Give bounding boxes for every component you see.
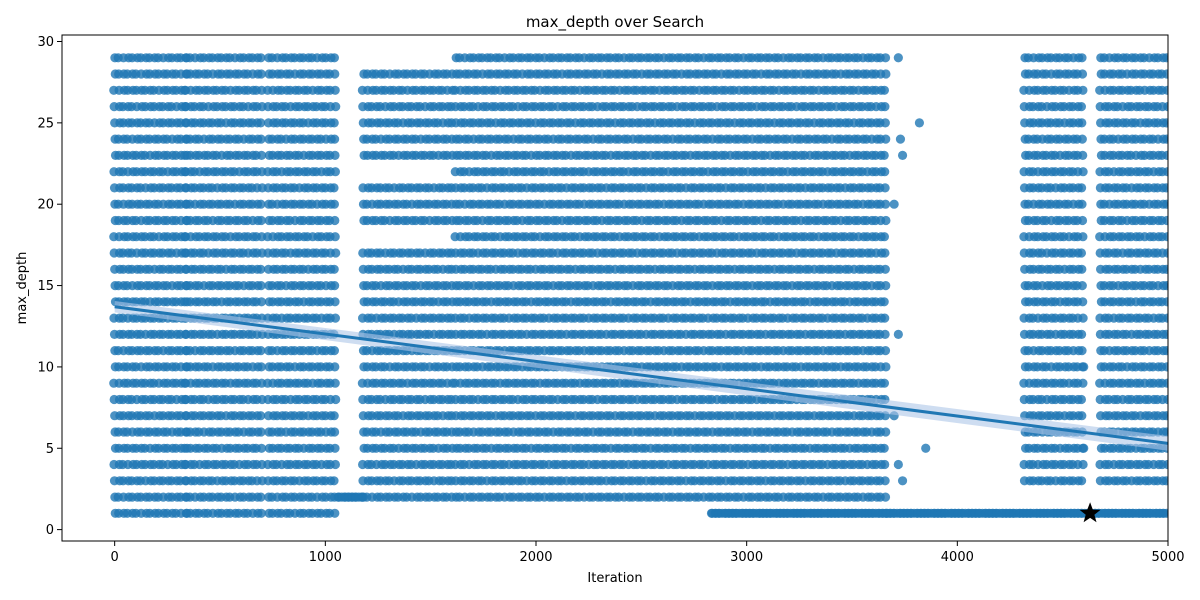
data-point (330, 313, 340, 323)
data-point (880, 183, 890, 193)
data-point (331, 248, 341, 258)
data-point (330, 281, 340, 291)
data-point (256, 492, 266, 502)
data-point (880, 492, 891, 502)
data-point (880, 248, 890, 258)
data-point (256, 134, 266, 144)
data-point (256, 281, 266, 291)
data-point (329, 199, 339, 209)
data-point (329, 346, 339, 356)
data-point (330, 378, 340, 388)
data-point (330, 362, 340, 372)
data-point (256, 150, 267, 160)
data-point (256, 118, 266, 128)
data-point (880, 118, 890, 128)
data-point (329, 264, 339, 274)
data-point (256, 362, 266, 372)
data-point (330, 150, 340, 160)
data-point (330, 427, 340, 437)
data-point (256, 264, 266, 274)
data-point (330, 69, 340, 79)
data-point (881, 134, 891, 144)
data-point (330, 167, 340, 177)
data-point (881, 215, 891, 226)
data-point (329, 411, 339, 421)
data-point (256, 443, 267, 453)
points-layer (109, 53, 1168, 518)
data-point (256, 199, 266, 209)
data-point (329, 53, 339, 63)
data-point (879, 297, 889, 307)
data-point (880, 476, 890, 486)
data-point (256, 297, 267, 307)
data-point (881, 69, 891, 79)
data-point (330, 215, 340, 226)
data-point (879, 378, 890, 388)
data-point (256, 69, 266, 79)
data-point (881, 281, 891, 291)
data-point (256, 346, 266, 356)
data-point (880, 459, 890, 470)
data-point (329, 183, 339, 193)
data-point (330, 85, 340, 95)
data-point (329, 118, 339, 128)
data-point (256, 215, 266, 226)
data-point (330, 459, 340, 470)
data-point (879, 150, 889, 160)
data-point (880, 329, 890, 339)
data-point (880, 167, 890, 177)
data-point (330, 134, 340, 144)
data-point (880, 53, 891, 63)
data-point (880, 102, 890, 112)
data-point (879, 85, 890, 95)
data-point (880, 313, 890, 323)
data-point (881, 362, 891, 372)
data-point (330, 508, 340, 518)
data-point (880, 199, 891, 209)
chart-title: max_depth over Search (526, 13, 704, 32)
data-point (329, 476, 339, 486)
data-point (331, 394, 341, 405)
data-point (256, 53, 266, 63)
data-point (256, 508, 266, 518)
data-point (256, 427, 266, 437)
data-point (331, 102, 341, 112)
data-point (880, 264, 890, 274)
data-point (330, 443, 340, 453)
data-point (330, 232, 340, 242)
data-point (879, 232, 890, 242)
data-point (881, 427, 891, 437)
data-point (330, 297, 340, 307)
data-point (879, 443, 889, 453)
data-point (880, 346, 891, 356)
data-point (256, 411, 266, 421)
